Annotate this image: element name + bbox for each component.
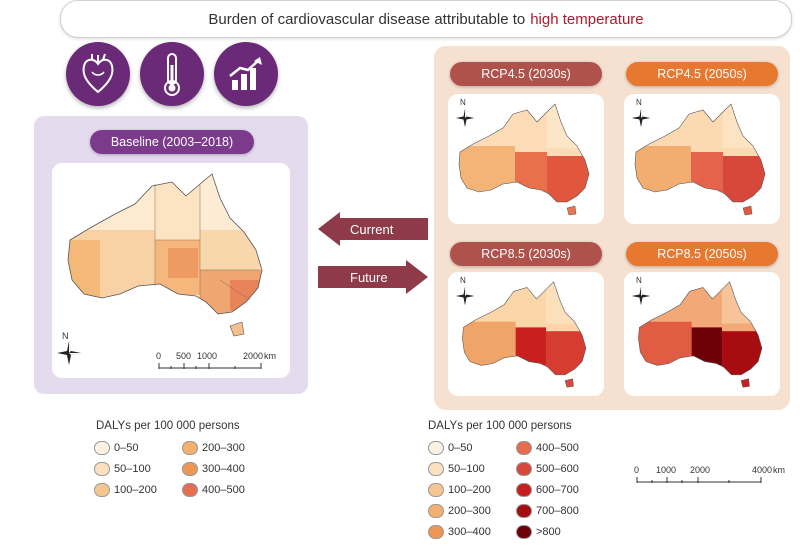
heart-icon: [66, 42, 130, 106]
legend-swatch: [516, 462, 532, 476]
scale-baseline-tick-0: 0: [156, 351, 162, 361]
legend-label: 50–100: [448, 463, 485, 475]
legend-swatch: [428, 462, 444, 476]
legend-label: 0–50: [114, 442, 139, 454]
scale-baseline-tick-2: 1000: [197, 351, 218, 361]
rcp45-2030s-map: [458, 103, 590, 216]
legend-item: 50–100: [428, 460, 485, 478]
legend-swatch: [516, 483, 532, 497]
baseline-label: Baseline (2003–2018): [90, 130, 254, 154]
legend-item: 0–50: [428, 439, 472, 457]
legend-scenario: 0–50 50–100 100–200 200–300 300–400 400–…: [428, 439, 628, 549]
north-label-2: N: [636, 98, 642, 107]
north-label-3: N: [460, 276, 466, 285]
legend-swatch: [516, 504, 532, 518]
legend-item: 300–400: [428, 523, 491, 541]
legend-swatch: [94, 483, 110, 497]
legend-label: 300–400: [448, 526, 491, 538]
legend-scenario-title: DALYs per 100 000 persons: [428, 420, 572, 432]
legend-label: 700–800: [536, 505, 579, 517]
legend-item: 200–300: [428, 502, 491, 520]
north-label-1: N: [460, 98, 466, 107]
legend-item: 700–800: [516, 502, 579, 520]
scale-scenario-tick-0: 0: [634, 465, 640, 475]
legend-swatch: [94, 462, 110, 476]
baseline-map: [67, 173, 263, 337]
current-arrow: Current: [318, 212, 428, 246]
legend-item: >800: [516, 523, 561, 541]
legend-label: 50–100: [114, 463, 151, 475]
scale-bar-scenario: [636, 477, 762, 483]
scale-baseline-tick-1: 500: [176, 351, 192, 361]
legend-item: 0–50: [94, 439, 138, 457]
scale-scenario-unit: km: [773, 465, 785, 475]
legend-swatch: [428, 483, 444, 497]
title-highlight: high temperature: [530, 10, 644, 28]
scale-baseline-unit: km: [264, 351, 276, 361]
legend-swatch: [428, 504, 444, 518]
rcp85-2050s-map: [638, 281, 763, 388]
rcp85-2050s-label: RCP8.5 (2050s): [626, 242, 778, 266]
scale-scenario-tick-1: 1000: [656, 465, 677, 475]
rcp45-2050s-label: RCP4.5 (2050s): [626, 62, 778, 86]
legend-swatch: [94, 441, 110, 455]
north-label-4: N: [636, 276, 642, 285]
rcp45-2050s-map: [634, 103, 766, 216]
legend-swatch: [182, 462, 198, 476]
legend-swatch: [428, 525, 444, 539]
compass-icon: [455, 286, 475, 306]
figure-title: Burden of cardiovascular disease attribu…: [60, 0, 792, 38]
legend-item: 100–200: [94, 481, 157, 499]
future-label: Future: [350, 269, 388, 285]
compass-icon: [631, 108, 651, 128]
title-prefix: Burden of cardiovascular disease attribu…: [208, 10, 526, 28]
legend-label: 200–300: [448, 505, 491, 517]
legend-label: 0–50: [448, 442, 473, 454]
thermometer-icon: [140, 42, 204, 106]
rcp45-2030s-label: RCP4.5 (2030s): [450, 62, 602, 86]
compass-icon: [57, 341, 81, 365]
legend-swatch: [428, 441, 444, 455]
legend-item: 400–500: [516, 439, 579, 457]
future-arrow: Future: [318, 260, 428, 294]
legend-item: 600–700: [516, 481, 579, 499]
scale-bar-baseline: [158, 363, 262, 369]
rcp85-2030s-map: [462, 281, 587, 388]
legend-swatch: [182, 483, 198, 497]
rcp85-2030s-label: RCP8.5 (2030s): [450, 242, 602, 266]
legend-label: >800: [536, 526, 561, 538]
legend-swatch: [516, 441, 532, 455]
legend-label: 100–200: [114, 484, 157, 496]
legend-label: 400–500: [202, 484, 245, 496]
legend-swatch: [516, 525, 532, 539]
legend-item: 200–300: [182, 439, 245, 457]
scale-baseline-tick-3: 2000: [243, 351, 264, 361]
legend-label: 600–700: [536, 484, 579, 496]
scale-scenario-tick-3: 4000: [752, 465, 773, 475]
legend-label: 100–200: [448, 484, 491, 496]
current-label: Current: [350, 221, 394, 237]
legend-item: 100–200: [428, 481, 491, 499]
legend-item: 400–500: [182, 481, 245, 499]
legend-label: 300–400: [202, 463, 245, 475]
legend-item: 300–400: [182, 460, 245, 478]
scale-scenario-tick-2: 2000: [690, 465, 711, 475]
legend-baseline: 0–50 50–100 100–200 200–300 300–400 400–…: [94, 439, 304, 499]
legend-item: 50–100: [94, 460, 151, 478]
north-label-baseline: N: [62, 331, 69, 341]
legend-label: 200–300: [202, 442, 245, 454]
legend-swatch: [182, 441, 198, 455]
compass-icon: [455, 108, 475, 128]
legend-baseline-title: DALYs per 100 000 persons: [96, 420, 240, 432]
legend-label: 400–500: [536, 442, 579, 454]
legend-label: 500–600: [536, 463, 579, 475]
compass-icon: [631, 286, 651, 306]
legend-item: 500–600: [516, 460, 579, 478]
growth-chart-icon: [214, 42, 278, 106]
